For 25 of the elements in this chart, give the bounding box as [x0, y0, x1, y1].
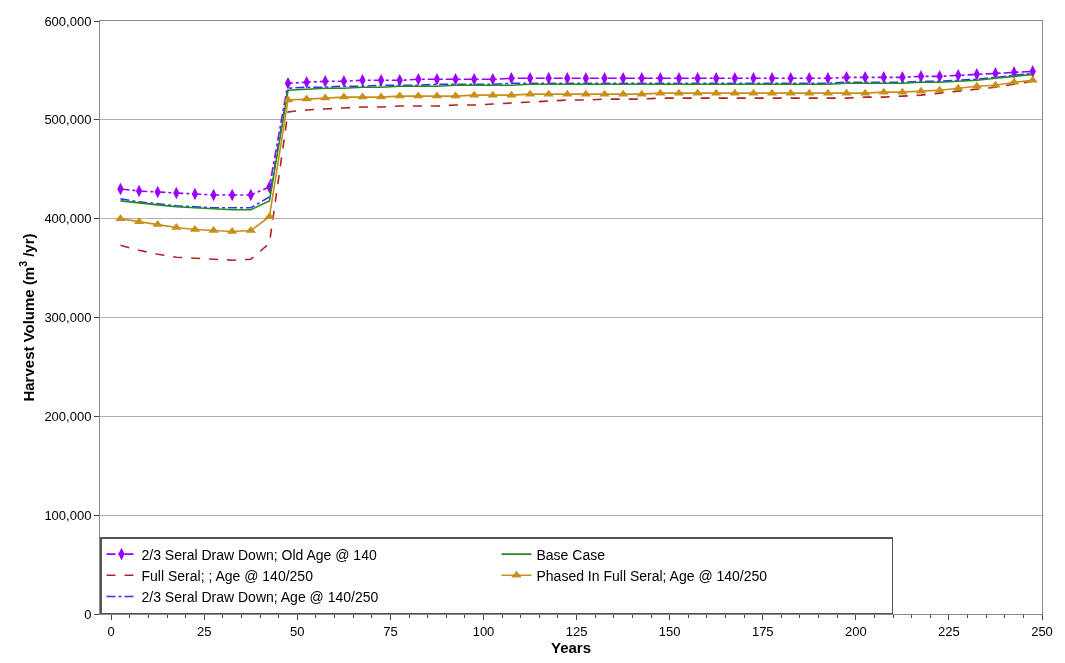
legend-label: 2/3 Seral Draw Down; Old Age @ 140	[141, 546, 377, 563]
legend-label: Base Case	[536, 546, 606, 563]
y-tick-label: 600,000	[44, 13, 92, 29]
legend-label: Phased In Full Seral; Age @ 140/250	[536, 567, 768, 584]
x-tick-label: 225	[938, 623, 960, 639]
point	[1027, 75, 1038, 83]
y-tick-label: 100,000	[44, 507, 92, 523]
y-tick-label: 200,000	[44, 408, 92, 424]
x-tick-label: 125	[565, 623, 588, 639]
legend-label: 2/3 Seral Draw Down; Age @ 140/250	[141, 588, 379, 605]
legend-label: Full Seral; ; Age @ 140/250	[141, 567, 314, 584]
x-tick-label: 100	[472, 623, 495, 639]
x-tick-label: 75	[383, 623, 398, 639]
y-tick-label: 400,000	[44, 211, 92, 227]
y-tick-label: 0	[84, 606, 92, 622]
x-tick-label: 50	[290, 623, 305, 639]
x-axis-title: Years	[550, 638, 592, 656]
x-tick-label: 150	[658, 623, 681, 639]
x-tick-label: 175	[751, 623, 774, 639]
x-tick-label: 0	[107, 623, 115, 639]
y-tick-label: 500,000	[44, 112, 92, 128]
x-tick-label: 250	[1031, 623, 1053, 639]
y-tick-label: 300,000	[44, 310, 92, 326]
x-tick-label: 200	[844, 623, 867, 639]
x-tick-label: 25	[197, 623, 212, 639]
